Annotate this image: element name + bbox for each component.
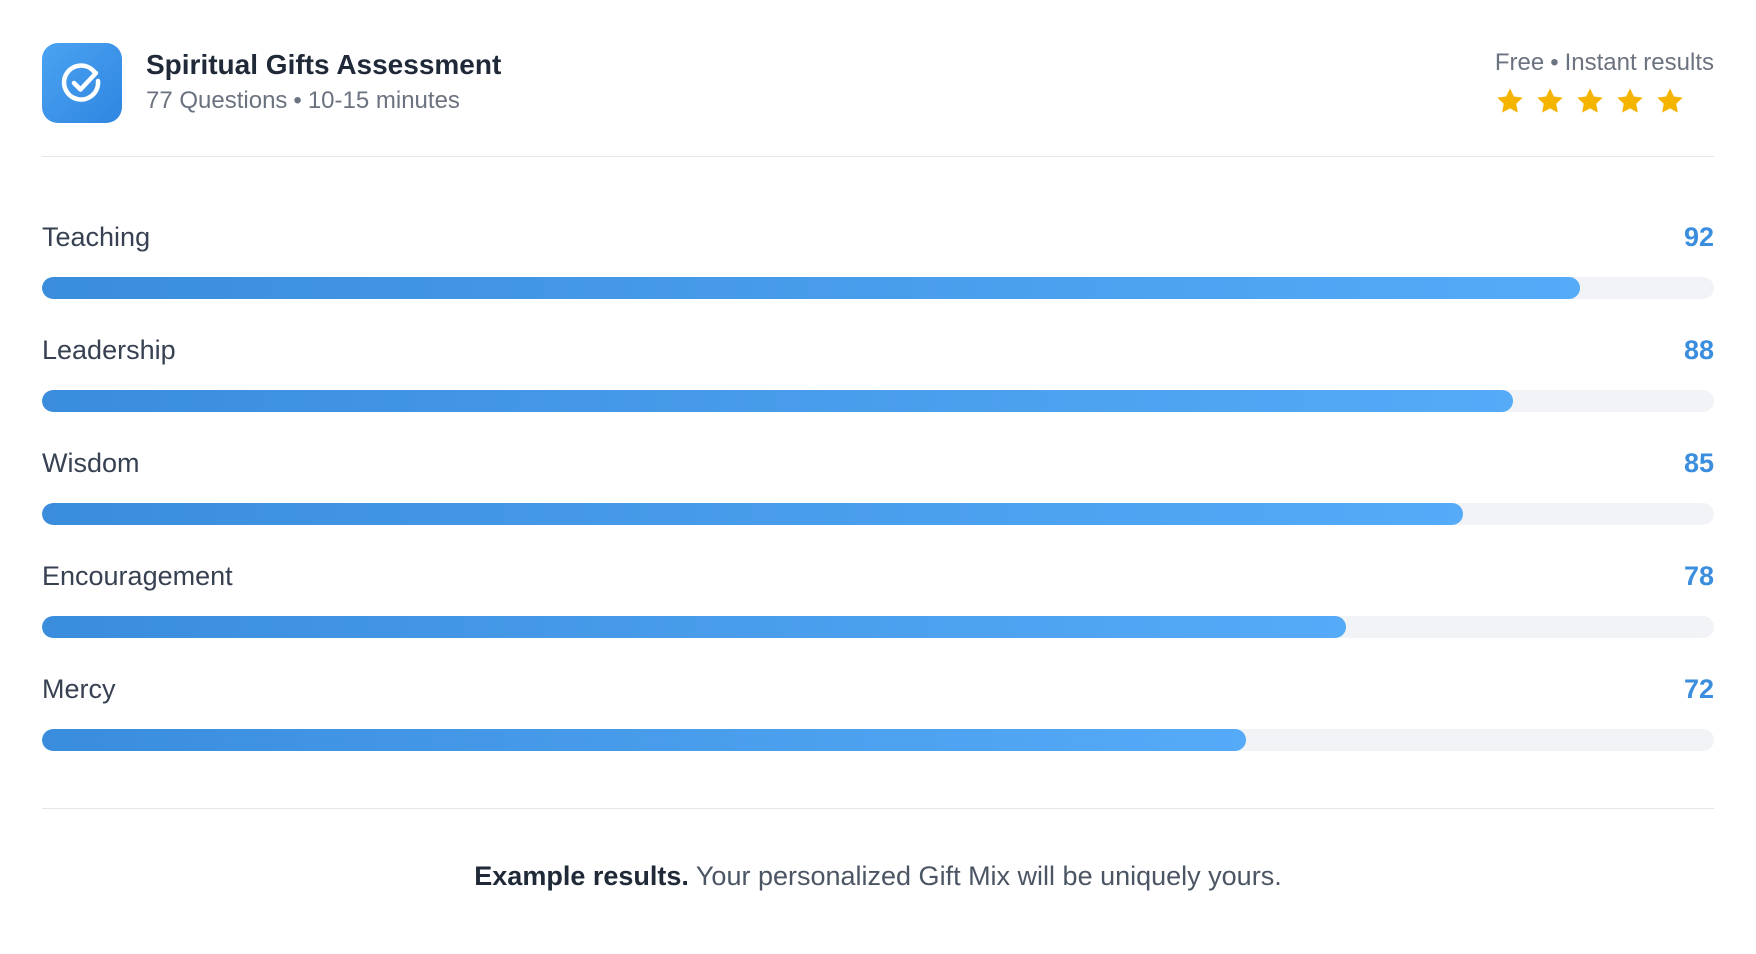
score-bar-fill xyxy=(42,616,1347,638)
gift-label: Mercy xyxy=(42,674,116,704)
result-row: Wisdom 85 xyxy=(42,445,1714,558)
gift-label: Leadership xyxy=(42,335,176,365)
question-count: 77 Questions xyxy=(146,87,288,114)
check-circle-icon xyxy=(42,43,122,123)
score-bar-track xyxy=(42,390,1714,412)
result-row: Encouragement 78 xyxy=(42,558,1714,671)
gift-score: 72 xyxy=(1683,674,1714,704)
gift-score: 78 xyxy=(1683,561,1714,591)
price-label: Free xyxy=(1494,49,1545,76)
duration: 10-15 minutes xyxy=(307,87,460,114)
pricing-separator: • xyxy=(1550,49,1559,76)
footer-note: Example results. Your personalized Gift … xyxy=(0,858,1756,894)
assessment-title: Spiritual Gifts Assessment xyxy=(146,49,502,80)
gift-score: 92 xyxy=(1683,222,1714,252)
result-row: Leadership 88 xyxy=(42,332,1714,445)
score-bar-track xyxy=(42,729,1714,751)
gift-label: Teaching xyxy=(42,222,151,252)
gift-label: Wisdom xyxy=(42,448,140,478)
header-divider xyxy=(42,156,1714,157)
gift-score: 88 xyxy=(1683,335,1714,365)
score-bar-track xyxy=(42,277,1714,299)
result-row: Mercy 72 xyxy=(42,671,1714,784)
star-icon xyxy=(1655,86,1685,116)
star-icon xyxy=(1535,86,1565,116)
assessment-meta: 77 Questions • 10-15 minutes xyxy=(146,86,501,116)
results-list: Teaching 92 Leadership 88 Wisdom 85 xyxy=(42,157,1714,784)
score-bar-track xyxy=(42,616,1714,638)
gift-label: Encouragement xyxy=(42,561,233,591)
meta-separator: • xyxy=(293,87,302,114)
score-bar-track xyxy=(42,503,1714,525)
star-rating xyxy=(1495,86,1714,116)
pricing-block: Free • Instant results xyxy=(1495,48,1714,116)
score-bar-fill xyxy=(42,503,1464,525)
gift-score: 85 xyxy=(1683,448,1714,478)
star-icon xyxy=(1495,86,1525,116)
title-block: Spiritual Gifts Assessment 77 Questions •… xyxy=(146,48,501,116)
assessment-header: Spiritual Gifts Assessment 77 Questions •… xyxy=(42,0,1714,156)
footer-note-text: Your personalized Gift Mix will be uniqu… xyxy=(688,861,1282,891)
pricing-info: Free • Instant results xyxy=(1495,48,1714,78)
score-bar-fill xyxy=(42,390,1514,412)
star-icon xyxy=(1615,86,1645,116)
footer-note-bold: Example results. xyxy=(474,861,689,891)
score-bar-fill xyxy=(42,729,1246,751)
footer-divider xyxy=(42,808,1714,809)
star-icon xyxy=(1575,86,1605,116)
score-bar-fill xyxy=(42,277,1581,299)
result-row: Teaching 92 xyxy=(42,219,1714,332)
delivery-label: Instant results xyxy=(1564,49,1714,76)
